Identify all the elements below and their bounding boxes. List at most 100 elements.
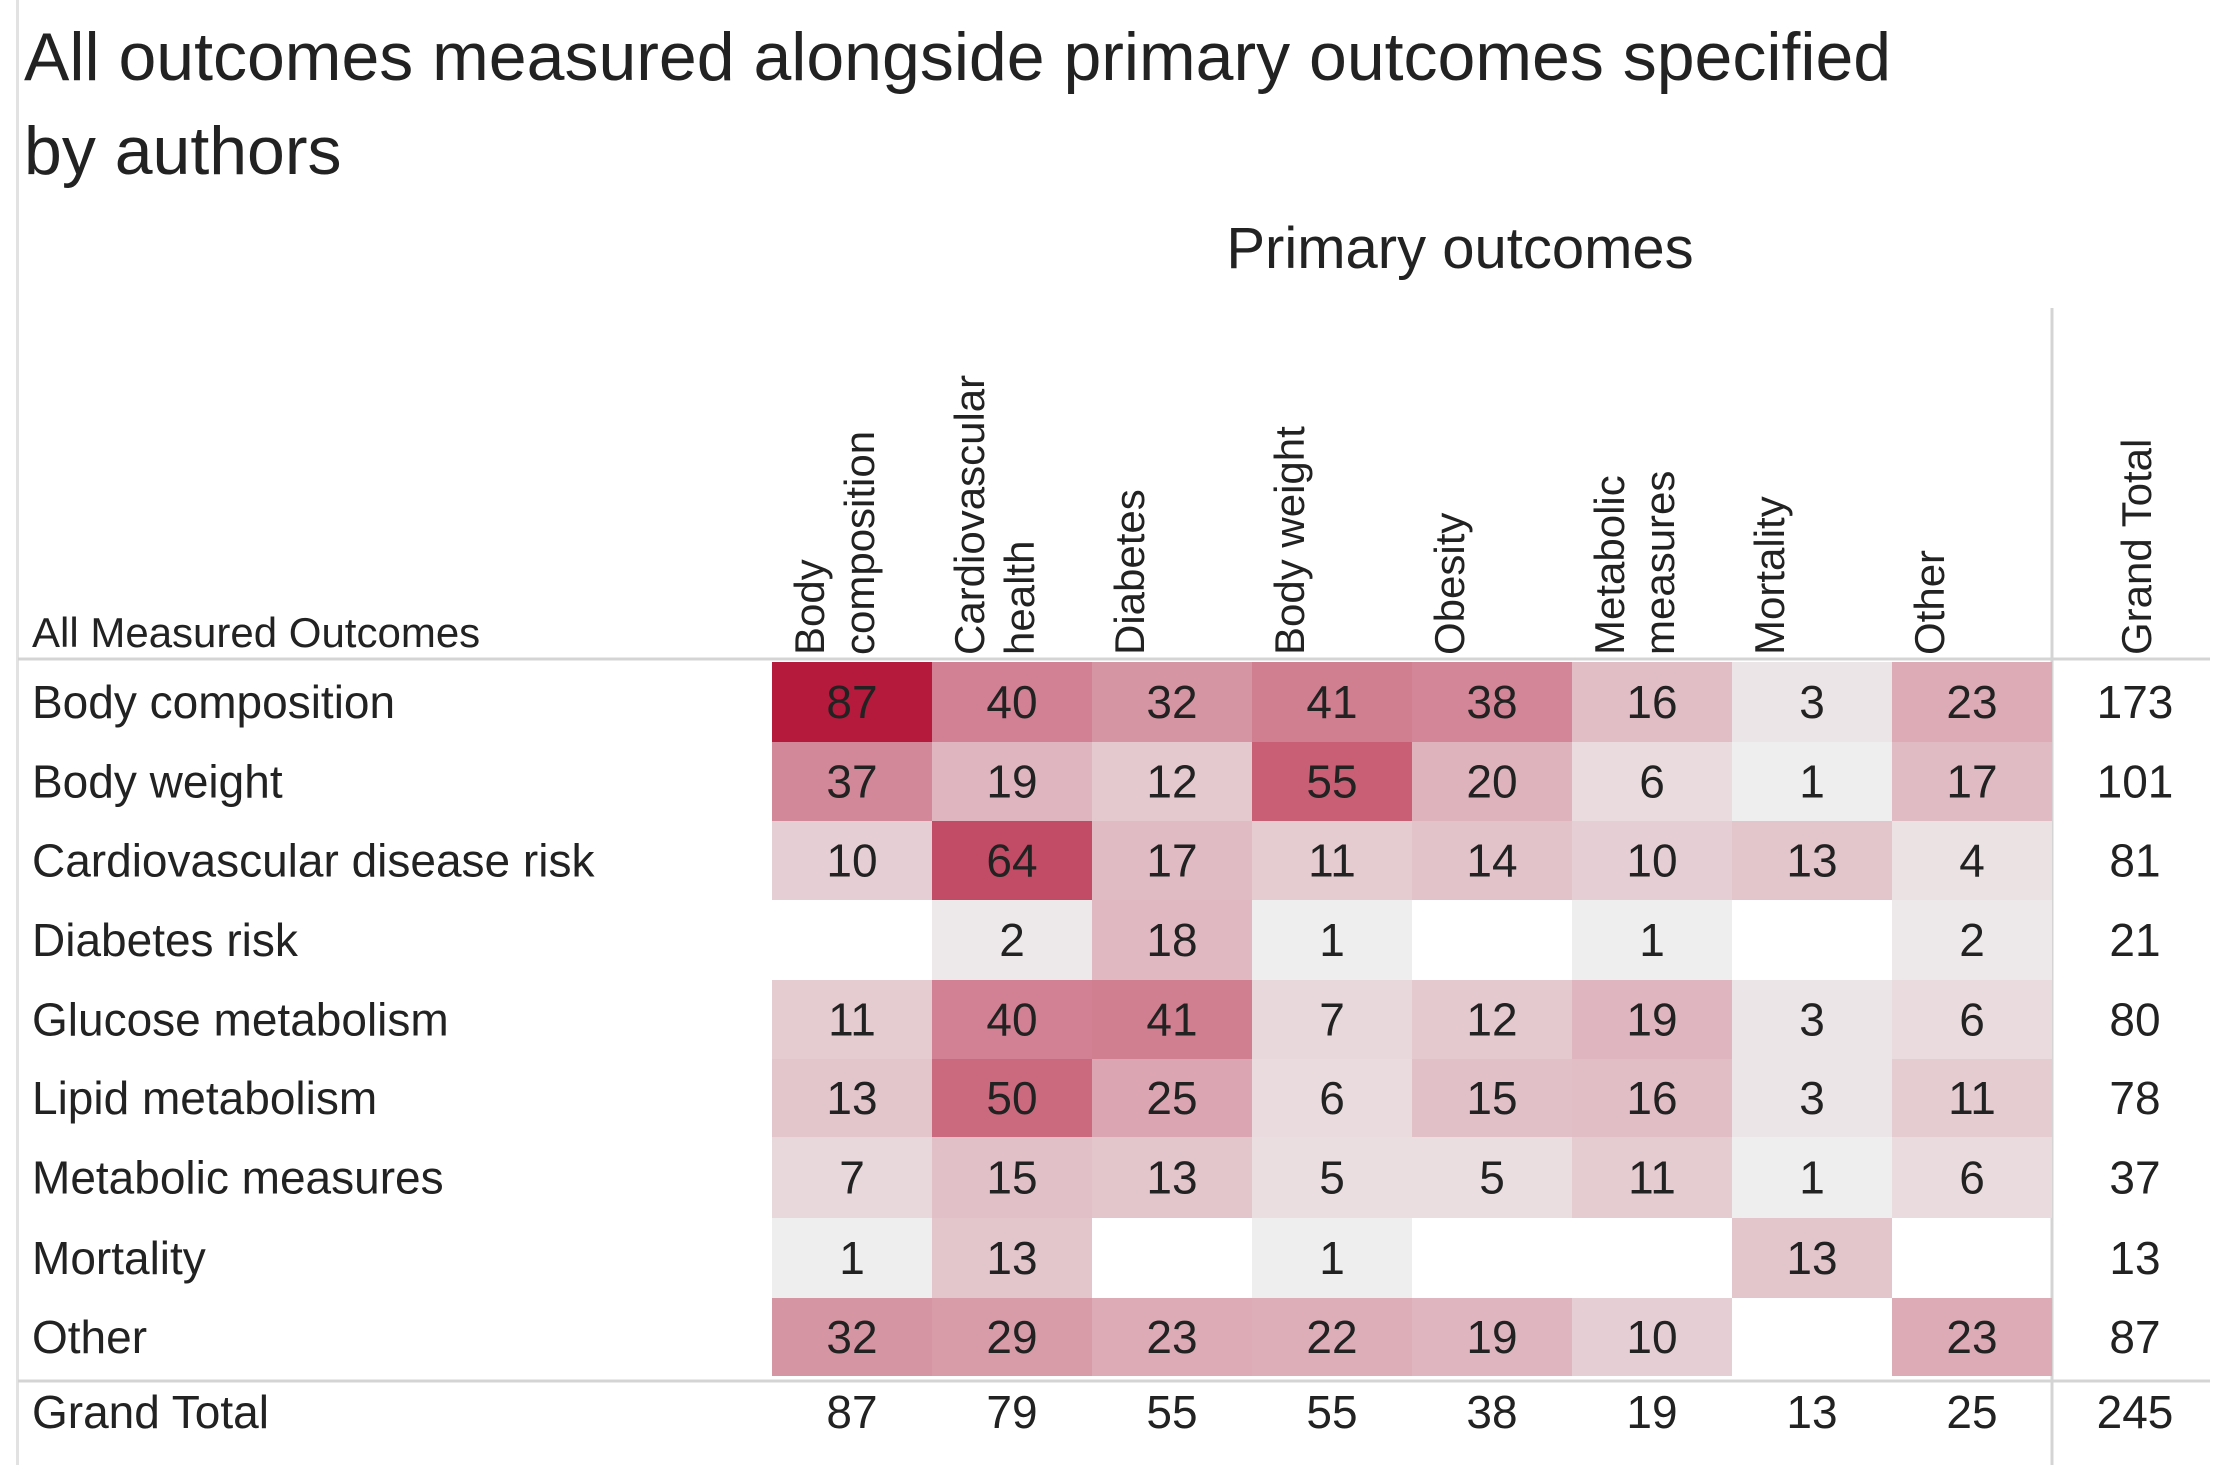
cell-value-label: 2: [1959, 914, 1985, 966]
heatmap-cell[interactable]: [1412, 980, 1572, 1059]
heatmap-cell[interactable]: [1572, 1298, 1732, 1376]
heatmap-cell[interactable]: [932, 1218, 1092, 1298]
heatmap-cell[interactable]: [1732, 742, 1892, 821]
column-total-label: 25: [1946, 1386, 1997, 1438]
cell-value-label: 1: [1799, 1152, 1825, 1204]
heatmap-cell[interactable]: [1412, 1137, 1572, 1218]
row-header-label: Body weight: [32, 756, 283, 808]
column-header-label: composition: [836, 431, 883, 655]
heatmap-cell[interactable]: [1412, 662, 1572, 742]
heatmap-cell[interactable]: [1252, 1059, 1412, 1137]
heatmap-cell[interactable]: [772, 1298, 932, 1376]
heatmap-cell[interactable]: [1892, 742, 2052, 821]
column-header: Mortality: [1746, 496, 1793, 655]
heatmap-cell[interactable]: [1092, 821, 1252, 900]
heatmap-cell[interactable]: [1092, 1059, 1252, 1137]
heatmap-cell[interactable]: [1252, 1137, 1412, 1218]
heatmap-cell[interactable]: [1892, 1298, 2052, 1376]
heatmap-cell[interactable]: [772, 662, 932, 742]
heatmap-cell[interactable]: [1092, 742, 1252, 821]
heatmap-cell[interactable]: [1572, 821, 1732, 900]
heatmap-cell[interactable]: [1092, 1298, 1252, 1376]
heatmap-cell[interactable]: [1892, 1137, 2052, 1218]
column-total-label: 55: [1146, 1386, 1197, 1438]
heatmap-cell[interactable]: [1572, 742, 1732, 821]
heatmap-cell[interactable]: [1252, 1218, 1412, 1298]
cell-value-label: 5: [1479, 1152, 1505, 1204]
heatmap-cell[interactable]: [1572, 662, 1732, 742]
heatmap-cell[interactable]: [1252, 900, 1412, 980]
heatmap-cell[interactable]: [932, 662, 1092, 742]
heatmap-cell[interactable]: [1252, 662, 1412, 742]
heatmap-cell[interactable]: [1892, 662, 2052, 742]
heatmap-cell[interactable]: [1732, 980, 1892, 1059]
heatmap-cell[interactable]: [1732, 821, 1892, 900]
heatmap-cell[interactable]: [1252, 821, 1412, 900]
heatmap-cell[interactable]: [1892, 980, 2052, 1059]
chart-title: All outcomes measured alongside primary …: [24, 19, 1892, 189]
cell-value-label: 6: [1319, 1072, 1345, 1124]
heatmap-cell[interactable]: [1572, 1059, 1732, 1137]
heatmap-cell[interactable]: [1412, 1059, 1572, 1137]
heatmap-cell[interactable]: [1092, 980, 1252, 1059]
heatmap-cell[interactable]: [772, 1218, 932, 1298]
cell-value-label: 13: [826, 1072, 877, 1124]
cell-value-label: 41: [1306, 676, 1357, 728]
cell-value-label: 22: [1306, 1311, 1357, 1363]
heatmap-cell[interactable]: [1732, 1137, 1892, 1218]
heatmap-cell[interactable]: [1572, 900, 1732, 980]
y-axis-title: All Measured Outcomes: [32, 609, 480, 656]
heatmap-cell[interactable]: [1732, 662, 1892, 742]
heatmap-cell[interactable]: [932, 742, 1092, 821]
heatmap-cell[interactable]: [1732, 1218, 1892, 1298]
row-total-label: 21: [2109, 914, 2160, 966]
cell-value-label: 29: [986, 1311, 1037, 1363]
cell-value-label: 13: [1146, 1152, 1197, 1204]
heatmap-cell[interactable]: [1412, 821, 1572, 900]
heatmap-cell[interactable]: [932, 900, 1092, 980]
heatmap-cell[interactable]: [1092, 900, 1252, 980]
row-total-label: 173: [2097, 676, 2174, 728]
heatmap-cell[interactable]: [1412, 1298, 1572, 1376]
cell-value-label: 12: [1466, 994, 1517, 1046]
heatmap-cell[interactable]: [1572, 1137, 1732, 1218]
heatmap-cell[interactable]: [932, 1298, 1092, 1376]
heatmap-cell[interactable]: [772, 1137, 932, 1218]
heatmap-cell[interactable]: [932, 1059, 1092, 1137]
row-header-label: Cardiovascular disease risk: [32, 835, 595, 887]
cell-value-label: 17: [1946, 756, 1997, 808]
cell-value-label: 3: [1799, 676, 1825, 728]
heatmap-cell[interactable]: [1252, 742, 1412, 821]
heatmap-cell[interactable]: [772, 980, 932, 1059]
heatmap-cell[interactable]: [772, 1059, 932, 1137]
heatmap-cell[interactable]: [932, 1137, 1092, 1218]
cell-value-label: 20: [1466, 756, 1517, 808]
cell-value-label: 38: [1466, 676, 1517, 728]
heatmap-cell[interactable]: [1892, 1059, 2052, 1137]
heatmap-cell[interactable]: [1732, 1059, 1892, 1137]
heatmap-cell[interactable]: [932, 821, 1092, 900]
heatmap-cell[interactable]: [932, 980, 1092, 1059]
row-header-label: Mortality: [32, 1232, 206, 1284]
column-header-label: Body weight: [1266, 426, 1313, 655]
heatmap-cell[interactable]: [1092, 1137, 1252, 1218]
heatmap-cell[interactable]: [1892, 821, 2052, 900]
heatmap-cell[interactable]: [1252, 1298, 1412, 1376]
column-header: Cardiovascular health: [946, 375, 1043, 655]
heatmap-cell[interactable]: [1412, 742, 1572, 821]
cell-value-label: 6: [1959, 1152, 1985, 1204]
heatmap-cell[interactable]: [1092, 662, 1252, 742]
column-total-label: 38: [1466, 1386, 1517, 1438]
cell-value-label: 6: [1959, 994, 1985, 1046]
cell-value-label: 6: [1639, 756, 1665, 808]
cell-value-label: 14: [1466, 835, 1517, 887]
cell-value-label: 13: [1786, 1232, 1837, 1284]
heatmap-cell[interactable]: [772, 742, 932, 821]
column-total-label: 87: [826, 1386, 877, 1438]
heatmap-cell[interactable]: [1252, 980, 1412, 1059]
row-total-label: 78: [2109, 1072, 2160, 1124]
heatmap-cell[interactable]: [772, 821, 932, 900]
heatmap-cell[interactable]: [1892, 900, 2052, 980]
heatmap-cell[interactable]: [1572, 980, 1732, 1059]
